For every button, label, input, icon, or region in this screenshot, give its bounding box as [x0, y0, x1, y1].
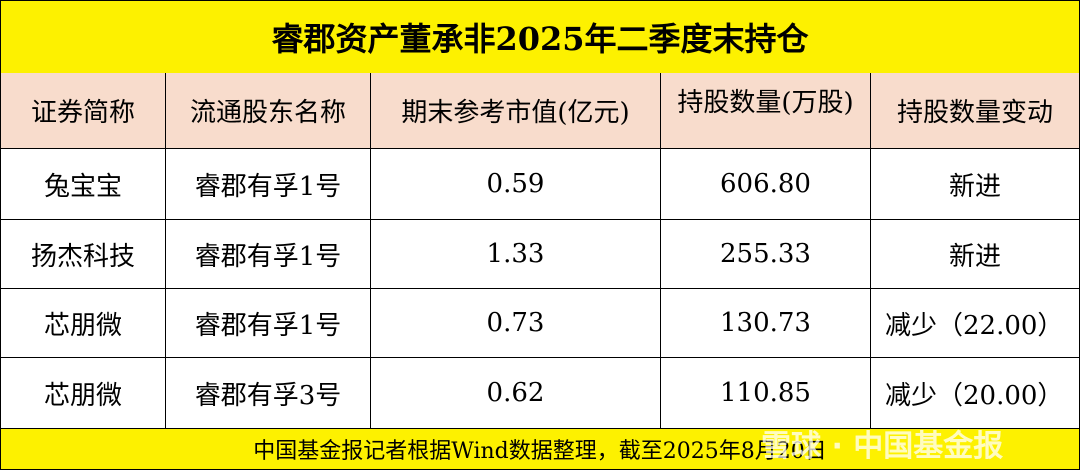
- column-header: 期末参考市值(亿元): [371, 73, 661, 149]
- table-cell: 1.33: [371, 220, 661, 289]
- table-cell: 110.85: [661, 358, 871, 429]
- table-cell: 扬杰科技: [1, 220, 166, 289]
- title: 睿郡资产董承非2025年二季度末持仓: [1, 1, 1079, 74]
- table-cell: 芯朋微: [1, 358, 166, 429]
- table-cell: 新进: [871, 149, 1079, 220]
- table-cell: 130.73: [661, 289, 871, 358]
- watermark: 雪球 · 中国基金报: [761, 429, 1004, 464]
- table-cell: 255.33: [661, 220, 871, 289]
- column-header: 证券简称: [1, 73, 166, 149]
- column-header: 持股数量(万股): [661, 73, 871, 149]
- table-cell: 兔宝宝: [1, 149, 166, 220]
- table-cell: 睿郡有孚1号: [166, 149, 371, 220]
- table-cell: 0.59: [371, 149, 661, 220]
- table-cell: 0.62: [371, 358, 661, 429]
- table-cell: 606.80: [661, 149, 871, 220]
- table-cell: 0.73: [371, 289, 661, 358]
- table-cell: 新进: [871, 220, 1079, 289]
- table-cell: 睿郡有孚3号: [166, 358, 371, 429]
- table-cell: 减少（20.00）: [871, 358, 1079, 429]
- table-cell: 减少（22.00）: [871, 289, 1079, 358]
- column-header: 流通股东名称: [166, 73, 371, 149]
- table-cell: 芯朋微: [1, 289, 166, 358]
- table-cell: 睿郡有孚1号: [166, 289, 371, 358]
- footer-note: 中国基金报记者根据Wind数据整理，截至2025年8月20日: [1, 429, 1079, 469]
- column-header: 持股数量变动: [871, 73, 1079, 149]
- table-cell: 睿郡有孚1号: [166, 220, 371, 289]
